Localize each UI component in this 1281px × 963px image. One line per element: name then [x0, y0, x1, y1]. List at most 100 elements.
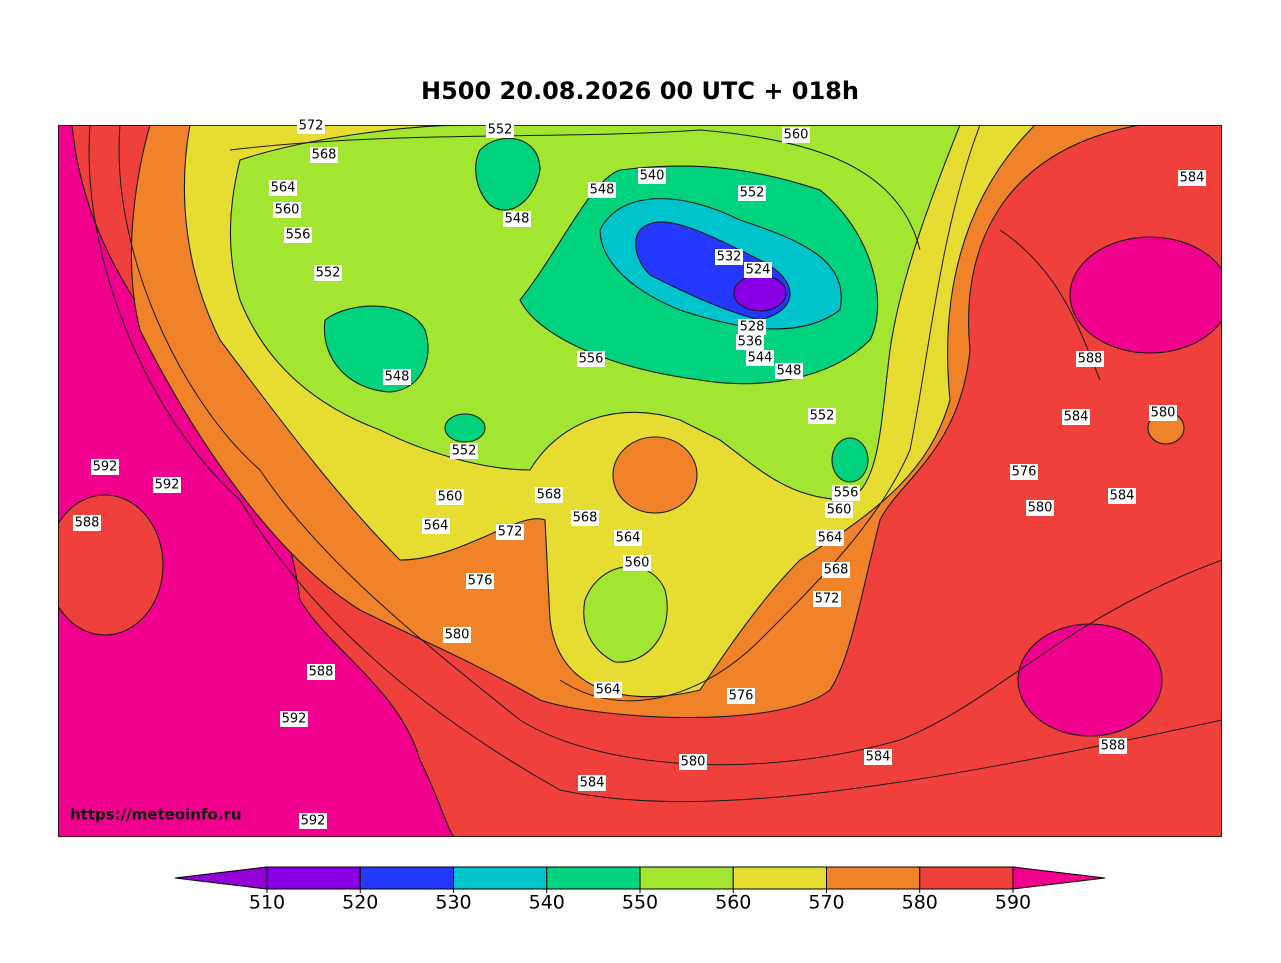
contour-label-box [577, 351, 605, 367]
contour-label: 572 [815, 592, 840, 607]
contour-label: 544 [748, 351, 773, 366]
colorbar-segment [639, 866, 734, 890]
contour-label: 592 [93, 460, 118, 475]
contour-label-box [443, 627, 471, 643]
contour-label: 560 [784, 128, 809, 143]
contour-label-box [623, 555, 651, 571]
contour-label-box [1010, 464, 1038, 480]
contour-label: 552 [488, 123, 513, 138]
field-540 [475, 137, 541, 211]
field-590 [1017, 623, 1163, 737]
contour-label-box [503, 211, 531, 227]
contour-label: 560 [625, 556, 650, 571]
contour-label: 580 [681, 755, 706, 770]
contour-label-box [738, 319, 766, 335]
contour-label-box [588, 182, 616, 198]
contour-label: 564 [271, 181, 296, 196]
contour-label-box [775, 363, 803, 379]
contour-label: 588 [1078, 352, 1103, 367]
field-580 [58, 494, 164, 636]
contour-label: 556 [579, 352, 604, 367]
contour-label: 568 [824, 563, 849, 578]
contour-label-box [808, 408, 836, 424]
contour-label-box [307, 664, 335, 680]
colorbar-tick-label: 510 [249, 892, 285, 914]
contour-label: 580 [1151, 406, 1176, 421]
contour-label: 560 [438, 490, 463, 505]
contour-label: 592 [155, 478, 180, 493]
contour-label-box [297, 118, 325, 134]
colorbar-tick-label: 580 [902, 892, 938, 914]
colorbar-segment [359, 866, 454, 890]
contour-label: 588 [309, 665, 334, 680]
contour-label-box [1062, 409, 1090, 425]
contour-label: 556 [834, 486, 859, 501]
contour-label: 592 [301, 814, 326, 829]
contour-label: 588 [1101, 739, 1126, 754]
contour-label-box [832, 485, 860, 501]
contour-label: 548 [590, 183, 615, 198]
contour-label-box [310, 147, 338, 163]
contour-label: 528 [740, 320, 765, 335]
contour-label-box [1026, 500, 1054, 516]
contour-label: 536 [738, 335, 763, 350]
colorbar-tick-label: 560 [715, 892, 751, 914]
contour-label-box [744, 262, 772, 278]
colorbar-tick-label: 530 [435, 892, 471, 914]
contour-label-box [822, 562, 850, 578]
contour-label: 584 [580, 776, 605, 791]
contour-label: 584 [1064, 410, 1089, 425]
contour-label-box [864, 749, 892, 765]
watermark: https://meteoinfo.ru [70, 806, 242, 824]
contour-label: 568 [573, 511, 598, 526]
contour-label-box [813, 591, 841, 607]
contour-label: 584 [1110, 489, 1135, 504]
contour-label: 540 [640, 169, 665, 184]
colorbar-tick-label: 550 [622, 892, 658, 914]
contour-label-box [736, 334, 764, 350]
contour-label: 552 [740, 186, 765, 201]
colorbar-tick-label: 540 [529, 892, 565, 914]
contour-label-box [638, 168, 666, 184]
colorbar: 510 520 530 540 550 560 570 580 590 [174, 866, 1106, 914]
contour-label: 564 [818, 531, 843, 546]
field-510 [733, 274, 787, 312]
contour-label: 524 [746, 263, 771, 278]
contour-label-box [578, 775, 606, 791]
contour-label: 568 [537, 488, 562, 503]
colorbar-tick-label: 520 [342, 892, 378, 914]
contour-label-box [436, 489, 464, 505]
contour-label-box [715, 249, 743, 265]
contour-label-box [825, 502, 853, 518]
contour-label: 564 [424, 519, 449, 534]
contour-label: 548 [505, 212, 530, 227]
field-540 [831, 437, 869, 483]
colorbar-segment [732, 866, 827, 890]
contour-label-box [746, 350, 774, 366]
colorbar-segment [453, 866, 548, 890]
field-550 [583, 566, 668, 663]
colorbar-segment [919, 866, 1014, 890]
contour-label-box [727, 688, 755, 704]
contour-label: 560 [827, 503, 852, 518]
contour-label-box [450, 443, 478, 459]
contour-label: 568 [312, 148, 337, 163]
field-590 [1069, 236, 1222, 354]
contour-label: 576 [468, 574, 493, 589]
map [58, 125, 1222, 837]
contour-label-box [383, 369, 411, 385]
colorbar-segment [266, 866, 361, 890]
contour-label-box [466, 573, 494, 589]
contour-label-box [73, 515, 101, 531]
field-570 [612, 436, 698, 514]
contour-label: 552 [452, 444, 477, 459]
contour-label-box [816, 530, 844, 546]
contour-label-box [496, 524, 524, 540]
contour-label: 576 [1012, 465, 1037, 480]
contour-label-box [1178, 170, 1206, 186]
contour-label: 576 [729, 689, 754, 704]
contour-label-box [284, 227, 312, 243]
contour-label: 560 [275, 203, 300, 218]
contour-label: 584 [1180, 171, 1205, 186]
colorbar-tick-label: 590 [995, 892, 1031, 914]
